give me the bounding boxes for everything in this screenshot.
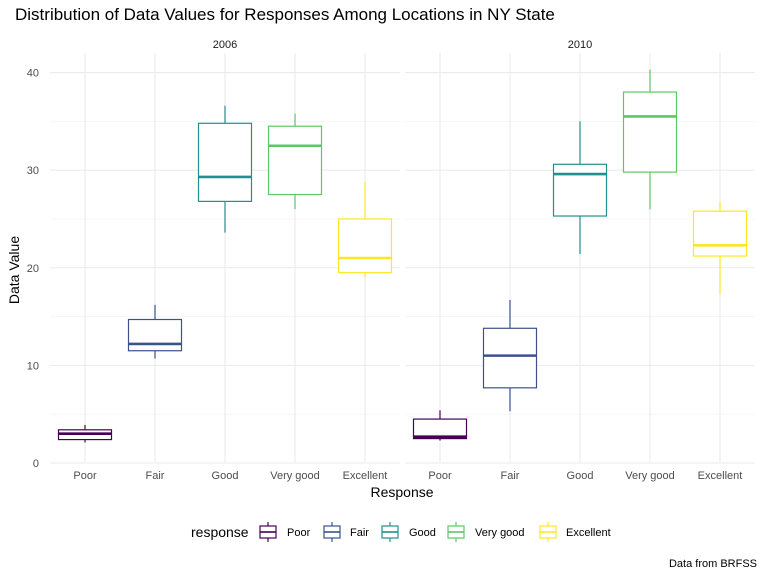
legend: response Poor Fair Good Very good Excellent — [191, 522, 611, 542]
y-tick-label: 30 — [27, 165, 39, 177]
y-tick-label: 0 — [33, 458, 39, 470]
chart-title: Distribution of Data Values for Response… — [15, 5, 555, 24]
legend-label: Poor — [287, 527, 311, 539]
y-tick-label: 40 — [27, 68, 39, 80]
box-body — [482, 327, 538, 389]
x-tick-label: Good — [567, 470, 594, 482]
legend-label: Fair — [350, 527, 369, 539]
box-body — [197, 122, 253, 202]
box-excellent — [692, 201, 748, 295]
box-excellent — [337, 181, 393, 278]
x-tick-label: Poor — [73, 470, 97, 482]
box-body — [337, 218, 393, 274]
box-fair — [127, 304, 183, 359]
box-body — [692, 210, 748, 257]
box-good — [197, 105, 253, 233]
box-body — [267, 125, 323, 196]
x-tick-label: Good — [212, 470, 239, 482]
x-axis-title: Response — [370, 484, 433, 500]
box-poor — [57, 424, 113, 443]
box-body — [552, 163, 608, 217]
box-good — [552, 121, 608, 255]
y-tick-label: 10 — [27, 360, 39, 372]
caption: Data from BRFSS — [669, 558, 757, 570]
facet-label: 2006 — [213, 39, 237, 51]
panel-2010: 2010 Poor Fair Good Very good Excellent — [405, 39, 755, 482]
x-tick-label: Fair — [146, 470, 165, 482]
panel-2006: 2006 0 10 20 30 40 Poor Fair Good Very good Excell… — [27, 39, 400, 482]
legend-key-good: Good — [381, 522, 436, 542]
x-tick-label: Poor — [428, 470, 452, 482]
facet-label: 2010 — [568, 39, 592, 51]
legend-label: Excellent — [566, 527, 611, 539]
box-poor — [412, 410, 468, 441]
y-axis-title: Data Value — [6, 236, 22, 304]
y-tick-label: 20 — [27, 263, 39, 275]
box-fair — [482, 299, 538, 412]
x-tick-label: Fair — [501, 470, 520, 482]
legend-label: Good — [409, 527, 436, 539]
x-tick-label: Very good — [625, 470, 675, 482]
legend-label: Very good — [475, 527, 525, 539]
facet-panels: 2006 0 10 20 30 40 Poor Fair Good Very good Excell… — [27, 39, 755, 482]
legend-title: response — [191, 524, 249, 540]
x-tick-label: Excellent — [698, 470, 743, 482]
legend-key-poor: Poor — [259, 522, 311, 542]
box-very-good — [267, 113, 323, 210]
legend-key-excellent: Excellent — [539, 522, 611, 542]
box-very-good — [622, 69, 678, 210]
box-body — [622, 91, 678, 173]
x-tick-label: Excellent — [343, 470, 388, 482]
legend-key-fair: Fair — [323, 522, 369, 542]
x-tick-label: Very good — [270, 470, 320, 482]
box-body — [412, 418, 468, 440]
legend-key-very-good: Very good — [447, 522, 525, 542]
box-body — [127, 318, 183, 352]
